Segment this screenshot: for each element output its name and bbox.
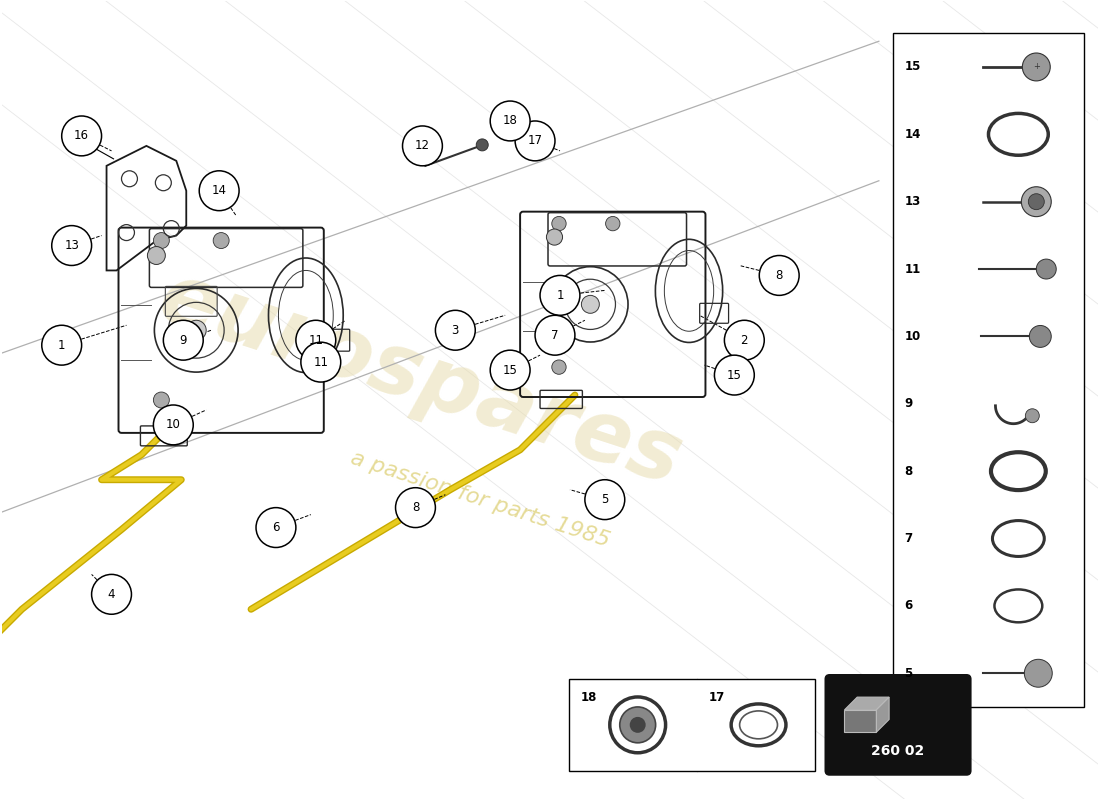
Circle shape: [153, 233, 169, 249]
Circle shape: [629, 717, 646, 733]
Circle shape: [1025, 409, 1040, 422]
Text: 15: 15: [904, 61, 921, 74]
Text: 8: 8: [776, 269, 783, 282]
Polygon shape: [845, 697, 889, 710]
Circle shape: [436, 310, 475, 350]
Text: 8: 8: [904, 465, 913, 478]
Text: 9: 9: [904, 398, 913, 410]
Circle shape: [582, 295, 600, 314]
Text: 6: 6: [272, 521, 279, 534]
Text: 3: 3: [452, 324, 459, 337]
Circle shape: [1036, 259, 1056, 279]
Text: 5: 5: [904, 666, 913, 680]
Circle shape: [42, 326, 81, 365]
Text: 260 02: 260 02: [871, 743, 925, 758]
Text: 10: 10: [166, 418, 180, 431]
Circle shape: [199, 170, 239, 210]
Text: 18: 18: [503, 114, 518, 127]
Circle shape: [147, 246, 165, 265]
Circle shape: [491, 350, 530, 390]
Circle shape: [585, 480, 625, 519]
Text: 7: 7: [904, 532, 913, 545]
Circle shape: [535, 315, 575, 355]
Text: 5: 5: [601, 493, 608, 506]
Text: 9: 9: [179, 334, 187, 346]
Circle shape: [1022, 53, 1050, 81]
Text: 1: 1: [557, 289, 563, 302]
Text: eurospares: eurospares: [148, 257, 692, 504]
Circle shape: [157, 421, 175, 439]
Circle shape: [725, 320, 764, 360]
Circle shape: [606, 217, 620, 230]
Circle shape: [186, 320, 206, 340]
Circle shape: [552, 217, 567, 230]
Circle shape: [759, 255, 799, 295]
Circle shape: [52, 226, 91, 266]
Circle shape: [1022, 186, 1052, 217]
Circle shape: [540, 275, 580, 315]
Text: 17: 17: [708, 691, 725, 704]
Circle shape: [619, 707, 656, 743]
Text: 14: 14: [211, 184, 227, 198]
Circle shape: [62, 116, 101, 156]
Text: 10: 10: [904, 330, 921, 343]
Text: 14: 14: [904, 128, 921, 141]
Circle shape: [163, 320, 204, 360]
Circle shape: [403, 126, 442, 166]
Circle shape: [213, 233, 229, 249]
Circle shape: [714, 355, 755, 395]
Circle shape: [91, 574, 132, 614]
Circle shape: [515, 121, 556, 161]
Circle shape: [301, 342, 341, 382]
Circle shape: [396, 488, 436, 527]
Text: 12: 12: [415, 139, 430, 152]
Text: 17: 17: [528, 134, 542, 147]
Text: 13: 13: [64, 239, 79, 252]
Circle shape: [1024, 659, 1053, 687]
Text: 7: 7: [551, 329, 559, 342]
Text: a passion for parts 1985: a passion for parts 1985: [348, 448, 613, 551]
Text: 16: 16: [74, 130, 89, 142]
Text: 2: 2: [740, 334, 748, 346]
Text: 8: 8: [411, 501, 419, 514]
Text: 13: 13: [904, 195, 921, 208]
Text: 18: 18: [581, 691, 597, 704]
Circle shape: [491, 101, 530, 141]
Circle shape: [552, 360, 567, 374]
Text: 1: 1: [58, 338, 66, 352]
Text: 11: 11: [308, 334, 323, 346]
Circle shape: [476, 139, 488, 151]
Circle shape: [547, 229, 562, 245]
Text: 11: 11: [904, 262, 921, 275]
FancyBboxPatch shape: [825, 675, 970, 774]
Bar: [569, 679, 815, 770]
Circle shape: [153, 392, 169, 408]
Text: 15: 15: [727, 369, 741, 382]
Text: 15: 15: [503, 364, 518, 377]
Text: 4: 4: [108, 588, 115, 601]
Polygon shape: [877, 697, 889, 732]
Circle shape: [296, 320, 336, 360]
Circle shape: [256, 508, 296, 547]
Bar: [892, 34, 1085, 707]
Polygon shape: [845, 710, 877, 732]
Text: +: +: [1033, 62, 1039, 71]
Circle shape: [1028, 194, 1044, 210]
Text: 11: 11: [314, 356, 328, 369]
Circle shape: [1030, 326, 1052, 347]
Text: 6: 6: [904, 599, 913, 612]
Circle shape: [153, 405, 194, 445]
